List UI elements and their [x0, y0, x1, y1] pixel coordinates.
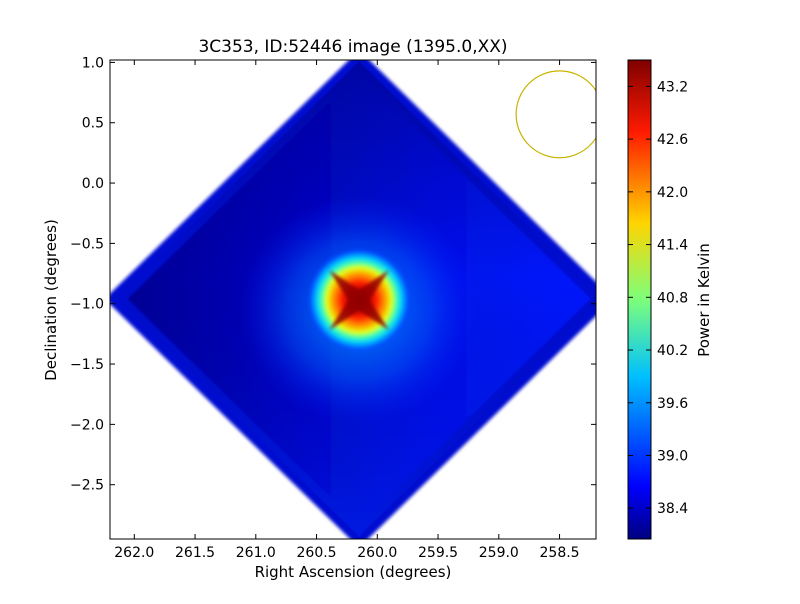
x-tick-label: 259.5: [418, 545, 458, 561]
x-axis-label: Right Ascension (degrees): [255, 563, 452, 581]
x-tick-label: 262.0: [114, 545, 154, 561]
x-tick-label: 260.5: [297, 545, 337, 561]
colorbar-tick-label: 40.8: [657, 290, 688, 306]
plot-frame: [109, 59, 597, 540]
colorbar: 38.4 39.0 39.6 40.2 40.8 41.4 42.0 42.6 43.2 Pow…: [627, 59, 713, 540]
colorbar-tick-label: 43.2: [657, 79, 688, 95]
beam-circle: [515, 70, 596, 159]
y-axis-label: Declination (degrees): [42, 219, 60, 381]
y-tick-label: −2.0: [70, 417, 104, 433]
x-tick-label: 261.0: [236, 545, 276, 561]
x-axis: 262.0 261.5 261.0 260.5 260.0 259.5 259.0 258.5: [114, 60, 580, 561]
y-tick-label: 1.0: [82, 55, 104, 71]
colorbar-tick-label: 42.0: [657, 185, 688, 201]
y-tick-label: 0.0: [82, 176, 104, 192]
colorbar-tick-label: 39.6: [657, 396, 688, 412]
y-tick-label: 0.5: [82, 116, 104, 132]
chart-title: 3C353, ID:52446 image (1395.0,XX): [198, 37, 507, 57]
y-tick-label: −1.0: [70, 297, 104, 313]
x-tick-label: 258.5: [540, 545, 580, 561]
colorbar-label: Power in Kelvin: [695, 243, 713, 357]
y-tick-label: −2.5: [70, 478, 104, 494]
colorbar-tick-label: 42.6: [657, 132, 688, 148]
heatmap-image: [110, 60, 596, 539]
colorbar-gradient: [627, 59, 652, 540]
x-tick-label: 259.0: [479, 545, 519, 561]
colorbar-tick-label: 39.0: [657, 449, 688, 465]
x-tick-label: 260.0: [357, 545, 397, 561]
x-tick-label: 261.5: [175, 545, 215, 561]
y-tick-label: −1.5: [70, 357, 104, 373]
colorbar-tick-label: 40.2: [657, 343, 688, 359]
colorbar-tick-label: 38.4: [657, 501, 688, 517]
y-axis: 1.0 0.5 0.0 −0.5 −1.0 −1.5 −2.0 −2.5: [70, 55, 596, 494]
plot-area: [110, 60, 596, 539]
y-tick-label: −0.5: [70, 236, 104, 252]
colorbar-ticks: 38.4 39.0 39.6 40.2 40.8 41.4 42.0 42.6 43.2: [628, 79, 688, 517]
peak-core: [329, 270, 390, 331]
colorbar-tick-label: 41.4: [657, 238, 688, 254]
